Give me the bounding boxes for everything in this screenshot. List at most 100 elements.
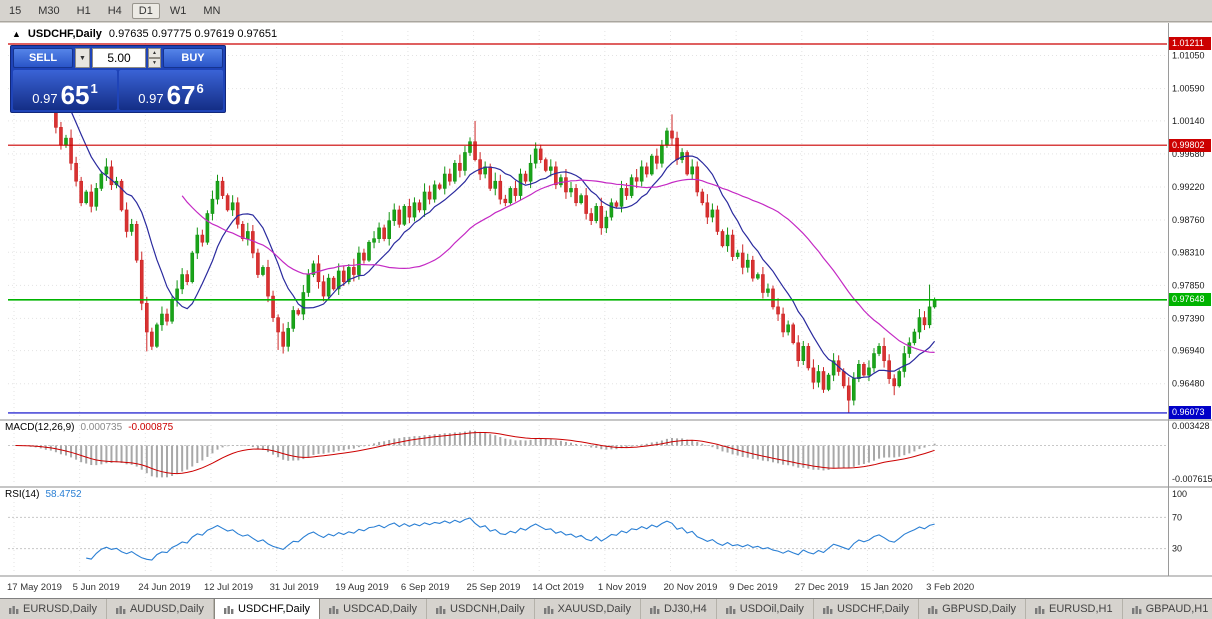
timeframe-toolbar: 15 M30 H1 H4 D1 W1 MN [0, 0, 1212, 22]
buy-price-pip-digit: 6 [196, 81, 204, 96]
macd-histogram-bar [837, 445, 840, 468]
candle-body [528, 162, 533, 182]
macd-histogram-bar [135, 445, 138, 467]
macd-histogram-bar [640, 444, 643, 446]
x-axis-date-label: 24 Jun 2019 [138, 582, 190, 593]
macd-histogram-bar [721, 445, 724, 452]
x-axis-date-label: 25 Sep 2019 [467, 582, 521, 593]
chart-tab-usdchf-daily[interactable]: USDCHF,Daily [814, 599, 920, 619]
chart-tab-gbpaud-h1[interactable]: GBPAUD,H1 [1123, 599, 1212, 619]
candle-body [690, 166, 695, 175]
candle-body [316, 263, 321, 283]
macd-histogram-bar [827, 445, 830, 470]
candle-body [266, 267, 270, 297]
chart-tab-audusd-daily[interactable]: AUDUSD,Daily [107, 599, 214, 619]
volume-decrease-button[interactable]: ▼ [148, 58, 161, 68]
period-button-w1[interactable]: W1 [169, 4, 187, 17]
buy-price-display[interactable]: 0.97 67 6 [119, 70, 223, 110]
chart-tab-gbpusd-daily[interactable]: GBPUSD,Daily [919, 599, 1027, 619]
macd-histogram-bar [782, 445, 785, 465]
volume-stepper: ▲ ▼ [148, 48, 161, 68]
period-button-15[interactable]: 15 [9, 4, 22, 17]
candle-body [508, 188, 513, 204]
macd-histogram-bar [246, 445, 249, 446]
candle-body [897, 371, 902, 387]
candle-body [604, 216, 609, 229]
macd-histogram-bar [509, 439, 512, 446]
candle-body [246, 231, 250, 239]
candle-body [382, 227, 386, 239]
macd-histogram-bar [438, 434, 441, 446]
period-button-h4[interactable]: H4 [107, 4, 122, 17]
candle-body [660, 145, 664, 164]
candle-body [887, 360, 891, 379]
candle-body [796, 342, 801, 362]
candle-body [437, 184, 442, 189]
macd-histogram-bar [302, 445, 305, 460]
macd-histogram-bar [474, 430, 477, 446]
macd-histogram-bar [660, 440, 663, 446]
macd-histogram-bar [731, 445, 734, 455]
macd-histogram-bar [221, 445, 224, 448]
chart-tab-icon [725, 606, 736, 614]
candle-body [872, 353, 876, 369]
y-axis-label: 1.00140 [1172, 116, 1205, 126]
current-price-tag: 0.97648 [1169, 293, 1211, 307]
chart-tab-usdcnh-daily[interactable]: USDCNH,Daily [427, 599, 535, 619]
rsi-label: RSI(14) 58.4752 [5, 489, 82, 500]
candle-body [442, 173, 447, 189]
candle-body [781, 313, 785, 333]
candle-body [326, 277, 331, 297]
candle-body [124, 209, 129, 232]
macd-histogram-bar [428, 434, 431, 446]
period-button-m30[interactable]: M30 [38, 4, 60, 17]
candle-body [710, 209, 715, 218]
macd-histogram-bar [75, 445, 78, 460]
macd-histogram-bar [878, 445, 881, 459]
chart-tab-usdchf-daily[interactable]: USDCHF,Daily [213, 599, 321, 619]
volume-dropdown-button[interactable]: ▼ [75, 48, 90, 68]
chart-tab-usdoil-daily[interactable]: USDOil,Daily [717, 599, 814, 619]
period-button-mn[interactable]: MN [203, 4, 221, 17]
macd-histogram-bar [297, 445, 300, 461]
volume-increase-button[interactable]: ▲ [148, 48, 161, 58]
candle-body [367, 241, 371, 261]
macd-histogram-bar [95, 445, 98, 466]
sell-price-display[interactable]: 0.97 65 1 [13, 70, 117, 110]
x-axis-date-label: 27 Dec 2019 [795, 582, 849, 593]
macd-histogram-bar [802, 445, 805, 468]
buy-button[interactable]: BUY [163, 48, 223, 68]
macd-histogram-bar [292, 445, 295, 461]
macd-histogram-bar [65, 445, 67, 456]
macd-histogram-bar [580, 444, 583, 446]
sell-button[interactable]: SELL [13, 48, 73, 68]
macd-histogram-bar [812, 445, 815, 470]
candle-body [892, 378, 897, 387]
sell-price-big-digits: 65 [60, 80, 90, 110]
period-button-h1[interactable]: H1 [76, 4, 91, 17]
candle-body [700, 191, 705, 204]
candle-body [463, 152, 467, 171]
period-button-d1[interactable]: D1 [131, 2, 160, 19]
candle-body [235, 202, 240, 225]
chart-tab-dj30-h4[interactable]: DJ30,H4 [641, 599, 717, 619]
x-axis-date-label: 31 Jul 2019 [270, 582, 319, 593]
candle-body [917, 317, 922, 333]
macd-histogram-bar [595, 445, 598, 448]
macd-histogram-bar [766, 445, 769, 462]
candle-body [392, 209, 397, 221]
candle-body [857, 364, 861, 379]
macd-histogram-bar [903, 445, 906, 456]
chart-tab-usdcad-daily[interactable]: USDCAD,Daily [320, 599, 428, 619]
chart-tab-xauusd-daily[interactable]: XAUUSD,Daily [535, 599, 641, 619]
candle-body [240, 223, 245, 239]
chart-tab-eurusd-h1[interactable]: EURUSD,H1 [1026, 599, 1123, 619]
chart-tab-bar: EURUSD,Daily AUDUSD,Daily USDCHF,Daily USDC… [0, 599, 1212, 619]
macd-histogram-bar [792, 445, 795, 467]
candle-body [89, 191, 94, 207]
volume-input[interactable] [92, 48, 146, 68]
candle-body [599, 206, 604, 229]
chart-tab-eurusd-daily[interactable]: EURUSD,Daily [0, 599, 107, 619]
candle-body [84, 191, 88, 204]
macd-histogram-bar [256, 445, 259, 449]
